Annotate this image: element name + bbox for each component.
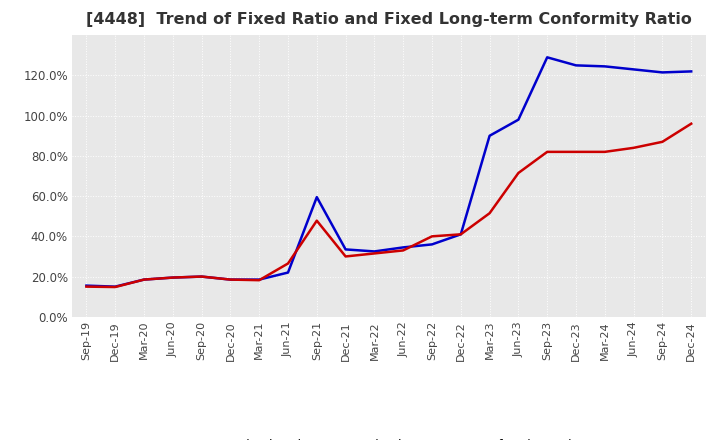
Fixed Long-term Conformity Ratio (255, 278, 264, 283)
Line: Fixed Ratio: Fixed Ratio (86, 57, 691, 286)
Fixed Long-term Conformity Ratio (687, 121, 696, 126)
Fixed Long-term Conformity Ratio (197, 274, 206, 279)
Fixed Long-term Conformity Ratio (284, 261, 292, 266)
Fixed Long-term Conformity Ratio (226, 277, 235, 282)
Fixed Long-term Conformity Ratio (399, 248, 408, 253)
Fixed Long-term Conformity Ratio (456, 232, 465, 237)
Legend: Fixed Ratio, Fixed Long-term Conformity Ratio: Fixed Ratio, Fixed Long-term Conformity … (194, 434, 584, 440)
Title: [4448]  Trend of Fixed Ratio and Fixed Long-term Conformity Ratio: [4448] Trend of Fixed Ratio and Fixed Lo… (86, 12, 692, 27)
Fixed Ratio (312, 194, 321, 200)
Fixed Ratio (687, 69, 696, 74)
Fixed Long-term Conformity Ratio (140, 277, 148, 282)
Fixed Ratio (284, 270, 292, 275)
Fixed Ratio (658, 70, 667, 75)
Fixed Ratio (600, 64, 609, 69)
Fixed Ratio (399, 245, 408, 250)
Fixed Long-term Conformity Ratio (168, 275, 177, 280)
Fixed Ratio (197, 274, 206, 279)
Fixed Ratio (485, 133, 494, 139)
Fixed Ratio (514, 117, 523, 122)
Fixed Long-term Conformity Ratio (514, 170, 523, 176)
Fixed Ratio (111, 284, 120, 289)
Fixed Long-term Conformity Ratio (111, 284, 120, 290)
Fixed Long-term Conformity Ratio (370, 251, 379, 256)
Fixed Ratio (82, 283, 91, 288)
Fixed Ratio (341, 247, 350, 252)
Fixed Long-term Conformity Ratio (572, 149, 580, 154)
Fixed Ratio (629, 67, 638, 72)
Fixed Long-term Conformity Ratio (82, 284, 91, 289)
Fixed Ratio (226, 277, 235, 282)
Fixed Ratio (543, 55, 552, 60)
Fixed Ratio (456, 232, 465, 237)
Fixed Long-term Conformity Ratio (658, 139, 667, 144)
Fixed Long-term Conformity Ratio (312, 218, 321, 223)
Fixed Long-term Conformity Ratio (543, 149, 552, 154)
Line: Fixed Long-term Conformity Ratio: Fixed Long-term Conformity Ratio (86, 124, 691, 287)
Fixed Ratio (168, 275, 177, 280)
Fixed Ratio (572, 63, 580, 68)
Fixed Ratio (370, 249, 379, 254)
Fixed Ratio (255, 277, 264, 282)
Fixed Long-term Conformity Ratio (341, 254, 350, 259)
Fixed Ratio (140, 277, 148, 282)
Fixed Long-term Conformity Ratio (428, 234, 436, 239)
Fixed Long-term Conformity Ratio (629, 145, 638, 150)
Fixed Long-term Conformity Ratio (600, 149, 609, 154)
Fixed Long-term Conformity Ratio (485, 211, 494, 216)
Fixed Ratio (428, 242, 436, 247)
